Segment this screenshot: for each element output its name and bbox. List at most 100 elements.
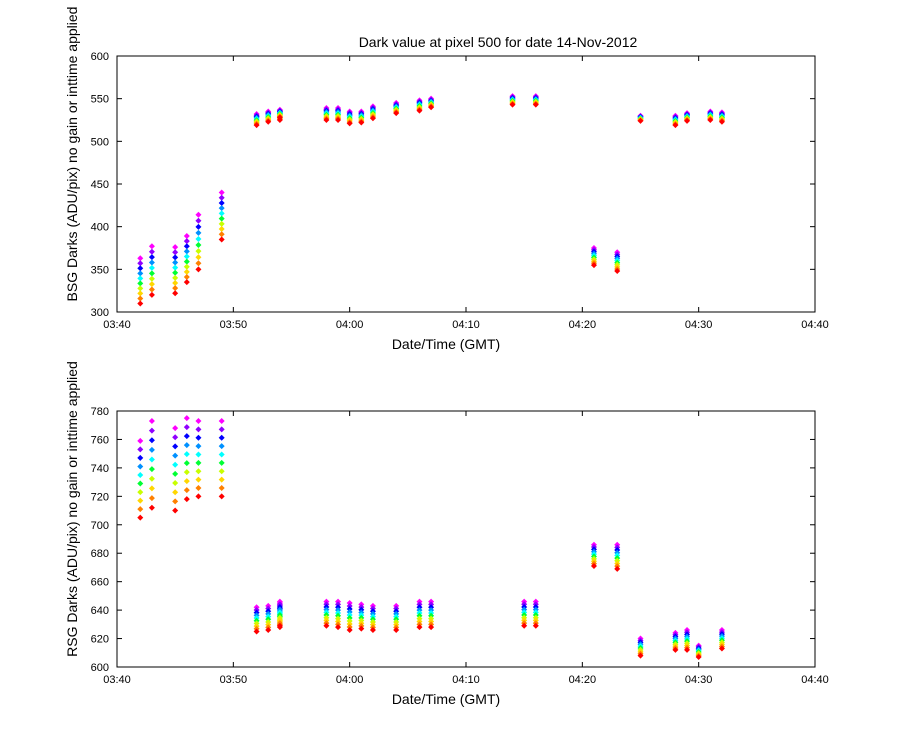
rsg-data-point [637,652,644,659]
rsg-data-point [695,654,702,661]
rsg-data-point [172,470,179,477]
bsg-data-point [335,117,342,123]
rsg-data-point [195,468,202,475]
rsg-y-tick-label: 700 [91,520,109,532]
rsg-data-point [718,645,725,652]
rsg-data-point [137,489,144,496]
rsg-data-point [369,627,376,634]
rsg-data-point [183,424,190,431]
rsg-data-point [137,454,144,461]
rsg-data-point [218,468,225,475]
rsg-data-point [148,456,155,463]
bsg-data-point [218,226,225,233]
bsg-data-point [183,248,190,255]
rsg-data-point [346,621,353,628]
bsg-data-point [137,290,144,297]
rsg-data-points [137,415,725,661]
bsg-data-point [218,194,225,201]
rsg-data-point [532,622,539,629]
bsg-data-point [172,290,179,297]
rsg-y-tick-label: 680 [91,548,109,560]
bsg-data-point [218,220,225,227]
rsg-data-point [172,461,179,468]
rsg-data-point [148,446,155,453]
rsg-data-point [195,434,202,441]
bsg-y-tick-label: 450 [91,179,109,191]
bsg-data-point [183,268,190,275]
bsg-data-point [590,262,597,269]
bsg-data-point [416,107,423,114]
rsg-data-point [218,493,225,500]
rsg-x-tick-label: 04:10 [452,674,480,686]
bsg-data-point [148,281,155,288]
bsg-data-point [218,199,225,206]
rsg-data-point [148,437,155,444]
bsg-data-point [195,248,202,255]
rsg-data-point [358,625,365,632]
rsg-data-point [346,624,353,631]
bsg-data-point [148,264,155,271]
rsg-data-point [218,476,225,483]
rsg-data-point [172,443,179,450]
bsg-data-point [148,286,155,293]
bsg-data-point [509,101,516,108]
rsg-data-point [137,480,144,487]
bsg-data-point [323,117,330,123]
rsg-data-point [346,606,353,613]
bsg-data-point [148,291,155,298]
rsg-data-point [218,484,225,491]
bsg-data-point [137,300,144,307]
bsg-data-point [195,229,202,236]
rsg-y-tick-label: 600 [91,662,109,674]
bsg-data-point [137,265,144,272]
bsg-data-points [137,93,725,307]
rsg-x-axis-label: Date/Time (GMT) [392,691,500,707]
rsg-data-point [195,493,202,500]
bsg-data-point [172,279,179,286]
rsg-y-tick-label: 640 [91,605,109,617]
bsg-data-point [532,101,539,108]
bsg-y-tick-label: 300 [91,307,109,319]
rsg-data-point [195,443,202,450]
bsg-y-tick-label: 350 [91,264,109,276]
rsg-ticks: 03:40 03:50 04:00 04:10 04:20 04:30 04:40 600 62… [91,406,829,686]
rsg-data-point [346,627,353,634]
rsg-data-point [172,480,179,487]
rsg-data-point [335,624,342,631]
rsg-data-point [148,427,155,434]
rsg-data-point [172,489,179,496]
bsg-data-point [148,248,155,255]
rsg-data-point [137,497,144,504]
rsg-data-point [183,460,190,467]
bsg-x-tick-label: 03:40 [103,319,131,331]
rsg-data-point [137,446,144,453]
bsg-data-point [137,295,144,302]
rsg-data-point [276,622,283,629]
bsg-data-point [183,263,190,270]
rsg-y-tick-label: 760 [91,434,109,446]
rsg-data-point [172,434,179,441]
bsg-data-point [137,280,144,287]
rsg-data-point [253,628,260,635]
bsg-data-point [172,244,179,251]
bsg-data-point [172,254,179,261]
rsg-data-point [346,609,353,616]
bsg-data-point [358,119,365,126]
rsg-data-point [183,415,190,422]
bsg-data-point [195,260,202,267]
rsg-y-tick-label: 620 [91,634,109,646]
rsg-data-point [195,451,202,458]
bsg-data-point [218,215,225,222]
rsg-y-tick-label: 660 [91,577,109,589]
rsg-darks-panel: 03:40 03:50 04:00 04:10 04:20 04:30 04:40 600 62… [64,361,829,707]
rsg-y-tick-label: 720 [91,491,109,503]
rsg-data-point [195,484,202,491]
rsg-data-point [195,476,202,483]
bsg-data-point [148,259,155,266]
rsg-data-point [323,622,330,629]
bsg-data-point [137,285,144,292]
rsg-data-point [428,624,435,631]
rsg-data-point [218,443,225,450]
bsg-x-tick-label: 04:40 [801,319,829,331]
